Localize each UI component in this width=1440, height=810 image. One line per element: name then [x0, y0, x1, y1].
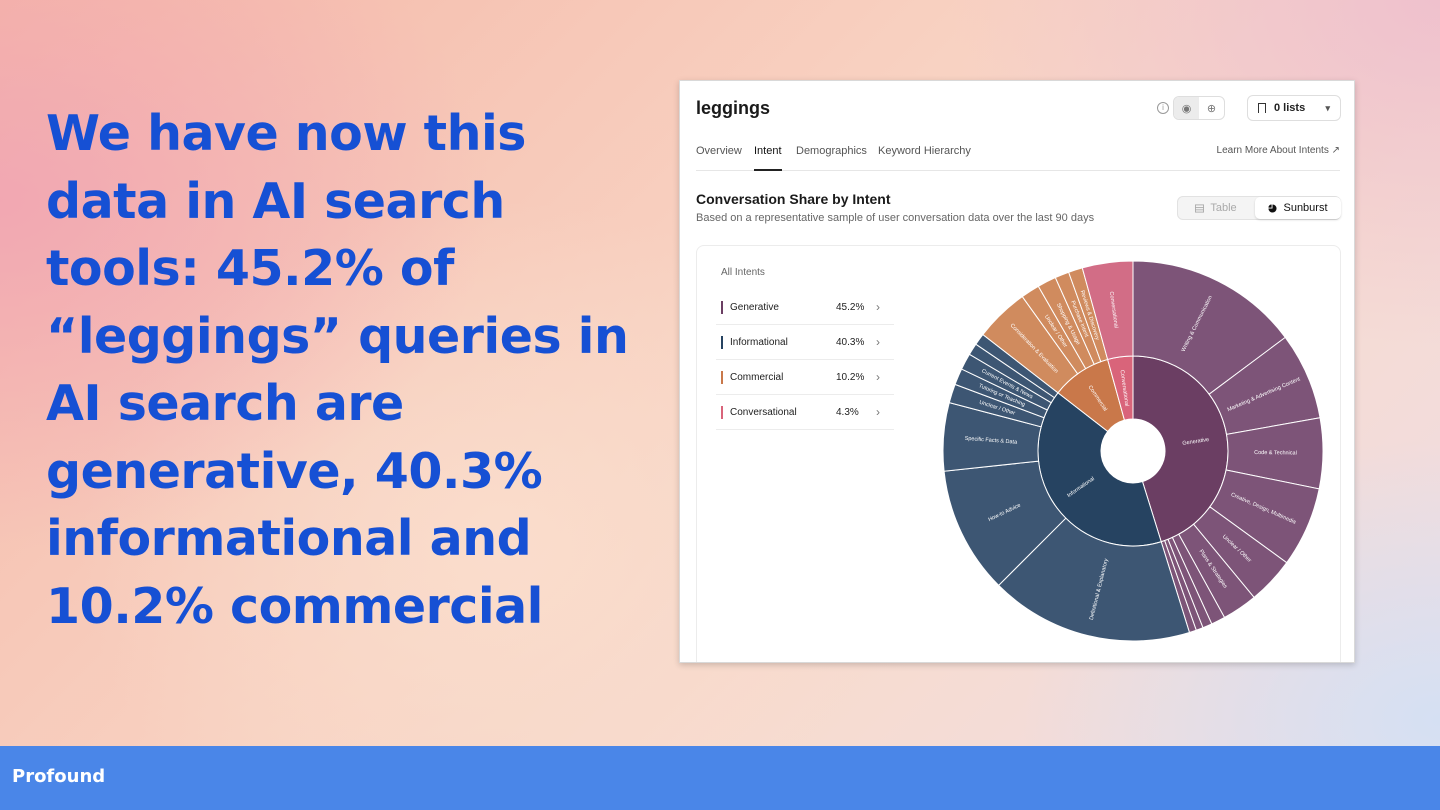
chevron-right-icon: ›	[876, 300, 880, 314]
tab-demographics[interactable]: Demographics	[796, 145, 867, 157]
tab-bar: Overview Intent Demographics Keyword Hie…	[696, 143, 1340, 171]
headline: We have now this data in AI search tools…	[46, 105, 629, 635]
intent-panel: leggings i ◉ ⊕ 0 lists ▾ Overview Intent…	[679, 80, 1355, 663]
intent-percent: 10.2%	[836, 372, 865, 383]
external-link-icon: ↗	[1331, 145, 1340, 156]
intent-name: Generative	[730, 302, 779, 313]
table-icon	[1195, 203, 1205, 213]
section-title: Conversation Share by Intent	[696, 191, 891, 207]
page-title: leggings	[696, 98, 771, 118]
focus-view-icon[interactable]: ◉	[1174, 97, 1199, 119]
learn-more-label: Learn More About Intents	[1216, 145, 1329, 156]
intent-percent: 45.2%	[836, 302, 865, 313]
inner-label-conversational: Conversational	[1119, 370, 1130, 407]
chevron-down-icon: ▾	[1325, 102, 1330, 113]
info-icon[interactable]: i	[1157, 102, 1169, 114]
brand-logo: Profound	[12, 766, 106, 787]
pie-chart-icon	[1268, 203, 1278, 213]
intent-row-conversational[interactable]: Conversational 4.3% ›	[716, 396, 894, 430]
sunburst-view-button[interactable]: Sunburst	[1255, 197, 1341, 219]
intent-row-commercial[interactable]: Commercial 10.2% ›	[716, 361, 894, 395]
tab-keyword-hierarchy[interactable]: Keyword Hierarchy	[878, 145, 971, 157]
intent-name: Informational	[730, 337, 788, 348]
outer-segment-conversational-23[interactable]	[1081, 261, 1134, 361]
chevron-right-icon: ›	[876, 405, 880, 419]
table-view-label: Table	[1210, 202, 1237, 214]
tab-intent[interactable]: Intent	[754, 145, 782, 171]
bookmark-icon	[1258, 103, 1266, 113]
chart-card	[696, 245, 1341, 662]
intent-color-bar	[721, 301, 723, 314]
table-view-button[interactable]: Table	[1178, 197, 1254, 219]
intent-percent: 4.3%	[836, 407, 859, 418]
target-view-icon[interactable]: ⊕	[1206, 102, 1217, 115]
intent-name: Conversational	[730, 407, 797, 418]
outer-label-code-technical: Code & Technical	[1254, 450, 1297, 457]
outer-label-conversational: Conversational	[1108, 291, 1119, 328]
sunburst-view-label: Sunburst	[1283, 202, 1328, 214]
tab-overview[interactable]: Overview	[696, 145, 742, 157]
outer-segment-definitional-explanatory-10[interactable]	[997, 517, 1191, 642]
intent-name: Commercial	[730, 372, 784, 383]
intent-row-informational[interactable]: Informational 40.3% ›	[716, 326, 894, 360]
outer-label-specific-facts-data: Specific Facts & Data	[964, 436, 1018, 446]
intent-color-bar	[721, 406, 723, 419]
intent-row-generative[interactable]: Generative 45.2% ›	[716, 291, 894, 325]
section-subtitle: Based on a representative sample of user…	[696, 212, 1095, 224]
intent-color-bar	[721, 336, 723, 349]
all-intents-label: All Intents	[721, 267, 765, 278]
intent-percent: 40.3%	[836, 337, 865, 348]
chevron-right-icon: ›	[876, 335, 880, 349]
inner-label-generative: Generative	[1182, 437, 1210, 447]
learn-more-link[interactable]: Learn More About Intents ↗	[1217, 145, 1340, 156]
chevron-right-icon: ›	[876, 370, 880, 384]
lists-label: 0 lists	[1274, 102, 1306, 114]
outer-segment-writing-communication-0[interactable]	[1132, 261, 1286, 395]
intent-color-bar	[721, 371, 723, 384]
lists-dropdown-button[interactable]: 0 lists ▾	[1247, 95, 1341, 121]
footer-bar: Profound	[0, 746, 1440, 810]
view-mode-toggle[interactable]: ◉ ⊕	[1173, 96, 1225, 120]
chart-view-toggle: Table Sunburst	[1177, 196, 1341, 220]
